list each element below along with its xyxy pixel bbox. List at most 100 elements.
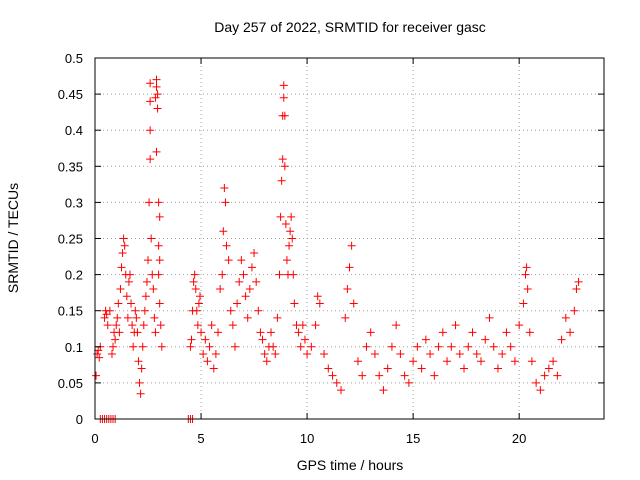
data-point	[426, 350, 435, 359]
data-point	[243, 313, 252, 322]
data-point	[515, 321, 524, 330]
data-point	[417, 364, 426, 373]
data-point	[413, 342, 422, 351]
data-point	[254, 306, 263, 315]
data-point	[119, 234, 128, 243]
data-point	[153, 90, 162, 99]
data-point	[320, 350, 329, 359]
data-point	[523, 285, 532, 294]
data-point	[366, 328, 375, 337]
data-point	[128, 321, 137, 330]
data-point	[288, 234, 297, 243]
data-point	[226, 306, 235, 315]
data-point	[275, 270, 284, 279]
data-point	[151, 93, 160, 102]
data-point	[267, 328, 276, 337]
data-point	[131, 306, 140, 315]
chart-title: Day 257 of 2022, SRMTID for receiver gas…	[214, 19, 486, 35]
data-point	[247, 263, 256, 272]
data-point	[149, 285, 158, 294]
data-point	[290, 299, 299, 308]
data-point	[237, 256, 246, 265]
data-point	[349, 299, 358, 308]
data-point	[114, 299, 123, 308]
data-point	[476, 357, 485, 366]
grid-layer	[95, 58, 604, 419]
data-point	[574, 277, 583, 286]
data-point	[544, 364, 553, 373]
data-point	[262, 357, 271, 366]
data-point	[281, 220, 290, 229]
data-point	[324, 364, 333, 373]
y-tick-label: 0.15	[58, 304, 83, 319]
data-point	[207, 321, 216, 330]
data-point	[216, 285, 225, 294]
data-point	[102, 310, 111, 319]
data-point	[294, 328, 303, 337]
data-point	[156, 321, 165, 330]
data-point	[353, 357, 362, 366]
data-point	[135, 378, 144, 387]
data-point	[136, 389, 145, 398]
y-tick-label: 0.05	[58, 376, 83, 391]
y-tick-label: 0.3	[65, 195, 83, 210]
data-point	[370, 350, 379, 359]
data-point	[273, 313, 282, 322]
data-point	[522, 263, 531, 272]
data-point	[120, 241, 129, 250]
data-point	[286, 227, 295, 236]
data-point	[186, 342, 195, 351]
data-point	[455, 350, 464, 359]
x-tick-label: 0	[91, 431, 98, 446]
data-point	[430, 371, 439, 380]
data-point	[194, 299, 203, 308]
y-tick-label: 0	[76, 412, 83, 427]
data-point	[142, 277, 151, 286]
data-point	[129, 342, 138, 351]
y-tick-label: 0.5	[65, 51, 83, 66]
data-point	[271, 350, 280, 359]
data-point	[298, 321, 307, 330]
data-point	[220, 183, 229, 192]
data-point	[224, 256, 233, 265]
data-point	[269, 342, 278, 351]
data-point	[256, 328, 265, 337]
data-point	[203, 357, 212, 366]
data-point	[214, 328, 223, 337]
data-point	[332, 378, 341, 387]
data-point	[112, 321, 121, 330]
data-point	[157, 342, 166, 351]
data-point	[315, 299, 324, 308]
data-point	[549, 357, 558, 366]
data-point	[404, 378, 413, 387]
data-point	[113, 313, 122, 322]
data-point	[510, 357, 519, 366]
data-point	[205, 342, 214, 351]
data-point	[116, 285, 125, 294]
data-point	[519, 299, 528, 308]
data-point	[278, 155, 287, 164]
data-point	[153, 104, 162, 113]
x-tick-label: 5	[197, 431, 204, 446]
data-point	[154, 241, 163, 250]
data-point	[279, 81, 288, 90]
data-point	[464, 342, 473, 351]
data-point	[139, 321, 148, 330]
data-point	[472, 350, 481, 359]
data-point	[536, 386, 545, 395]
data-point	[468, 328, 477, 337]
y-tick-label: 0.45	[58, 87, 83, 102]
data-point	[532, 378, 541, 387]
data-point	[409, 357, 418, 366]
data-point	[191, 285, 200, 294]
data-point	[347, 241, 356, 250]
data-point	[379, 386, 388, 395]
data-point	[141, 292, 150, 301]
data-point	[485, 313, 494, 322]
data-point	[100, 313, 109, 322]
data-point	[94, 346, 103, 355]
y-tick-label: 0.25	[58, 232, 83, 247]
data-point	[252, 277, 261, 286]
data-point	[521, 270, 530, 279]
